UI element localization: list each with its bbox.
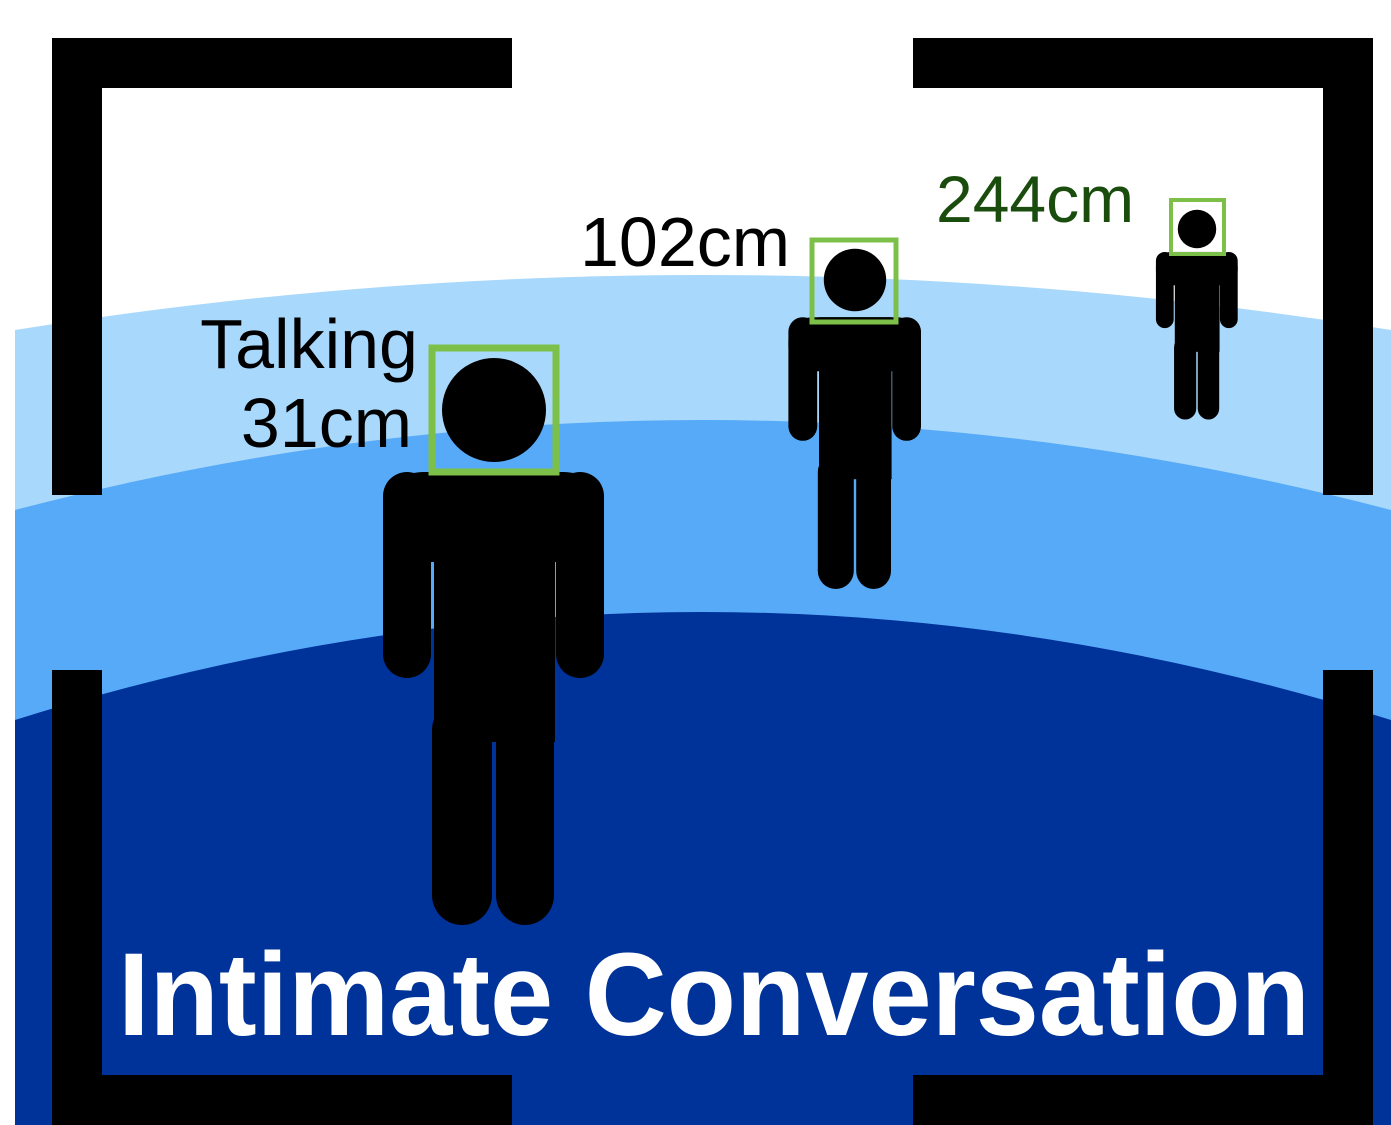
distance-label: 102cm [580,203,790,281]
scene: Talking 31cm 102cm 244cm Intimate Conver… [0,0,1391,1125]
distance-label: 31cm [241,384,412,462]
status-label: Talking [200,305,418,383]
caption: Intimate Conversation [118,929,1310,1061]
distance-label: 244cm [936,162,1134,236]
